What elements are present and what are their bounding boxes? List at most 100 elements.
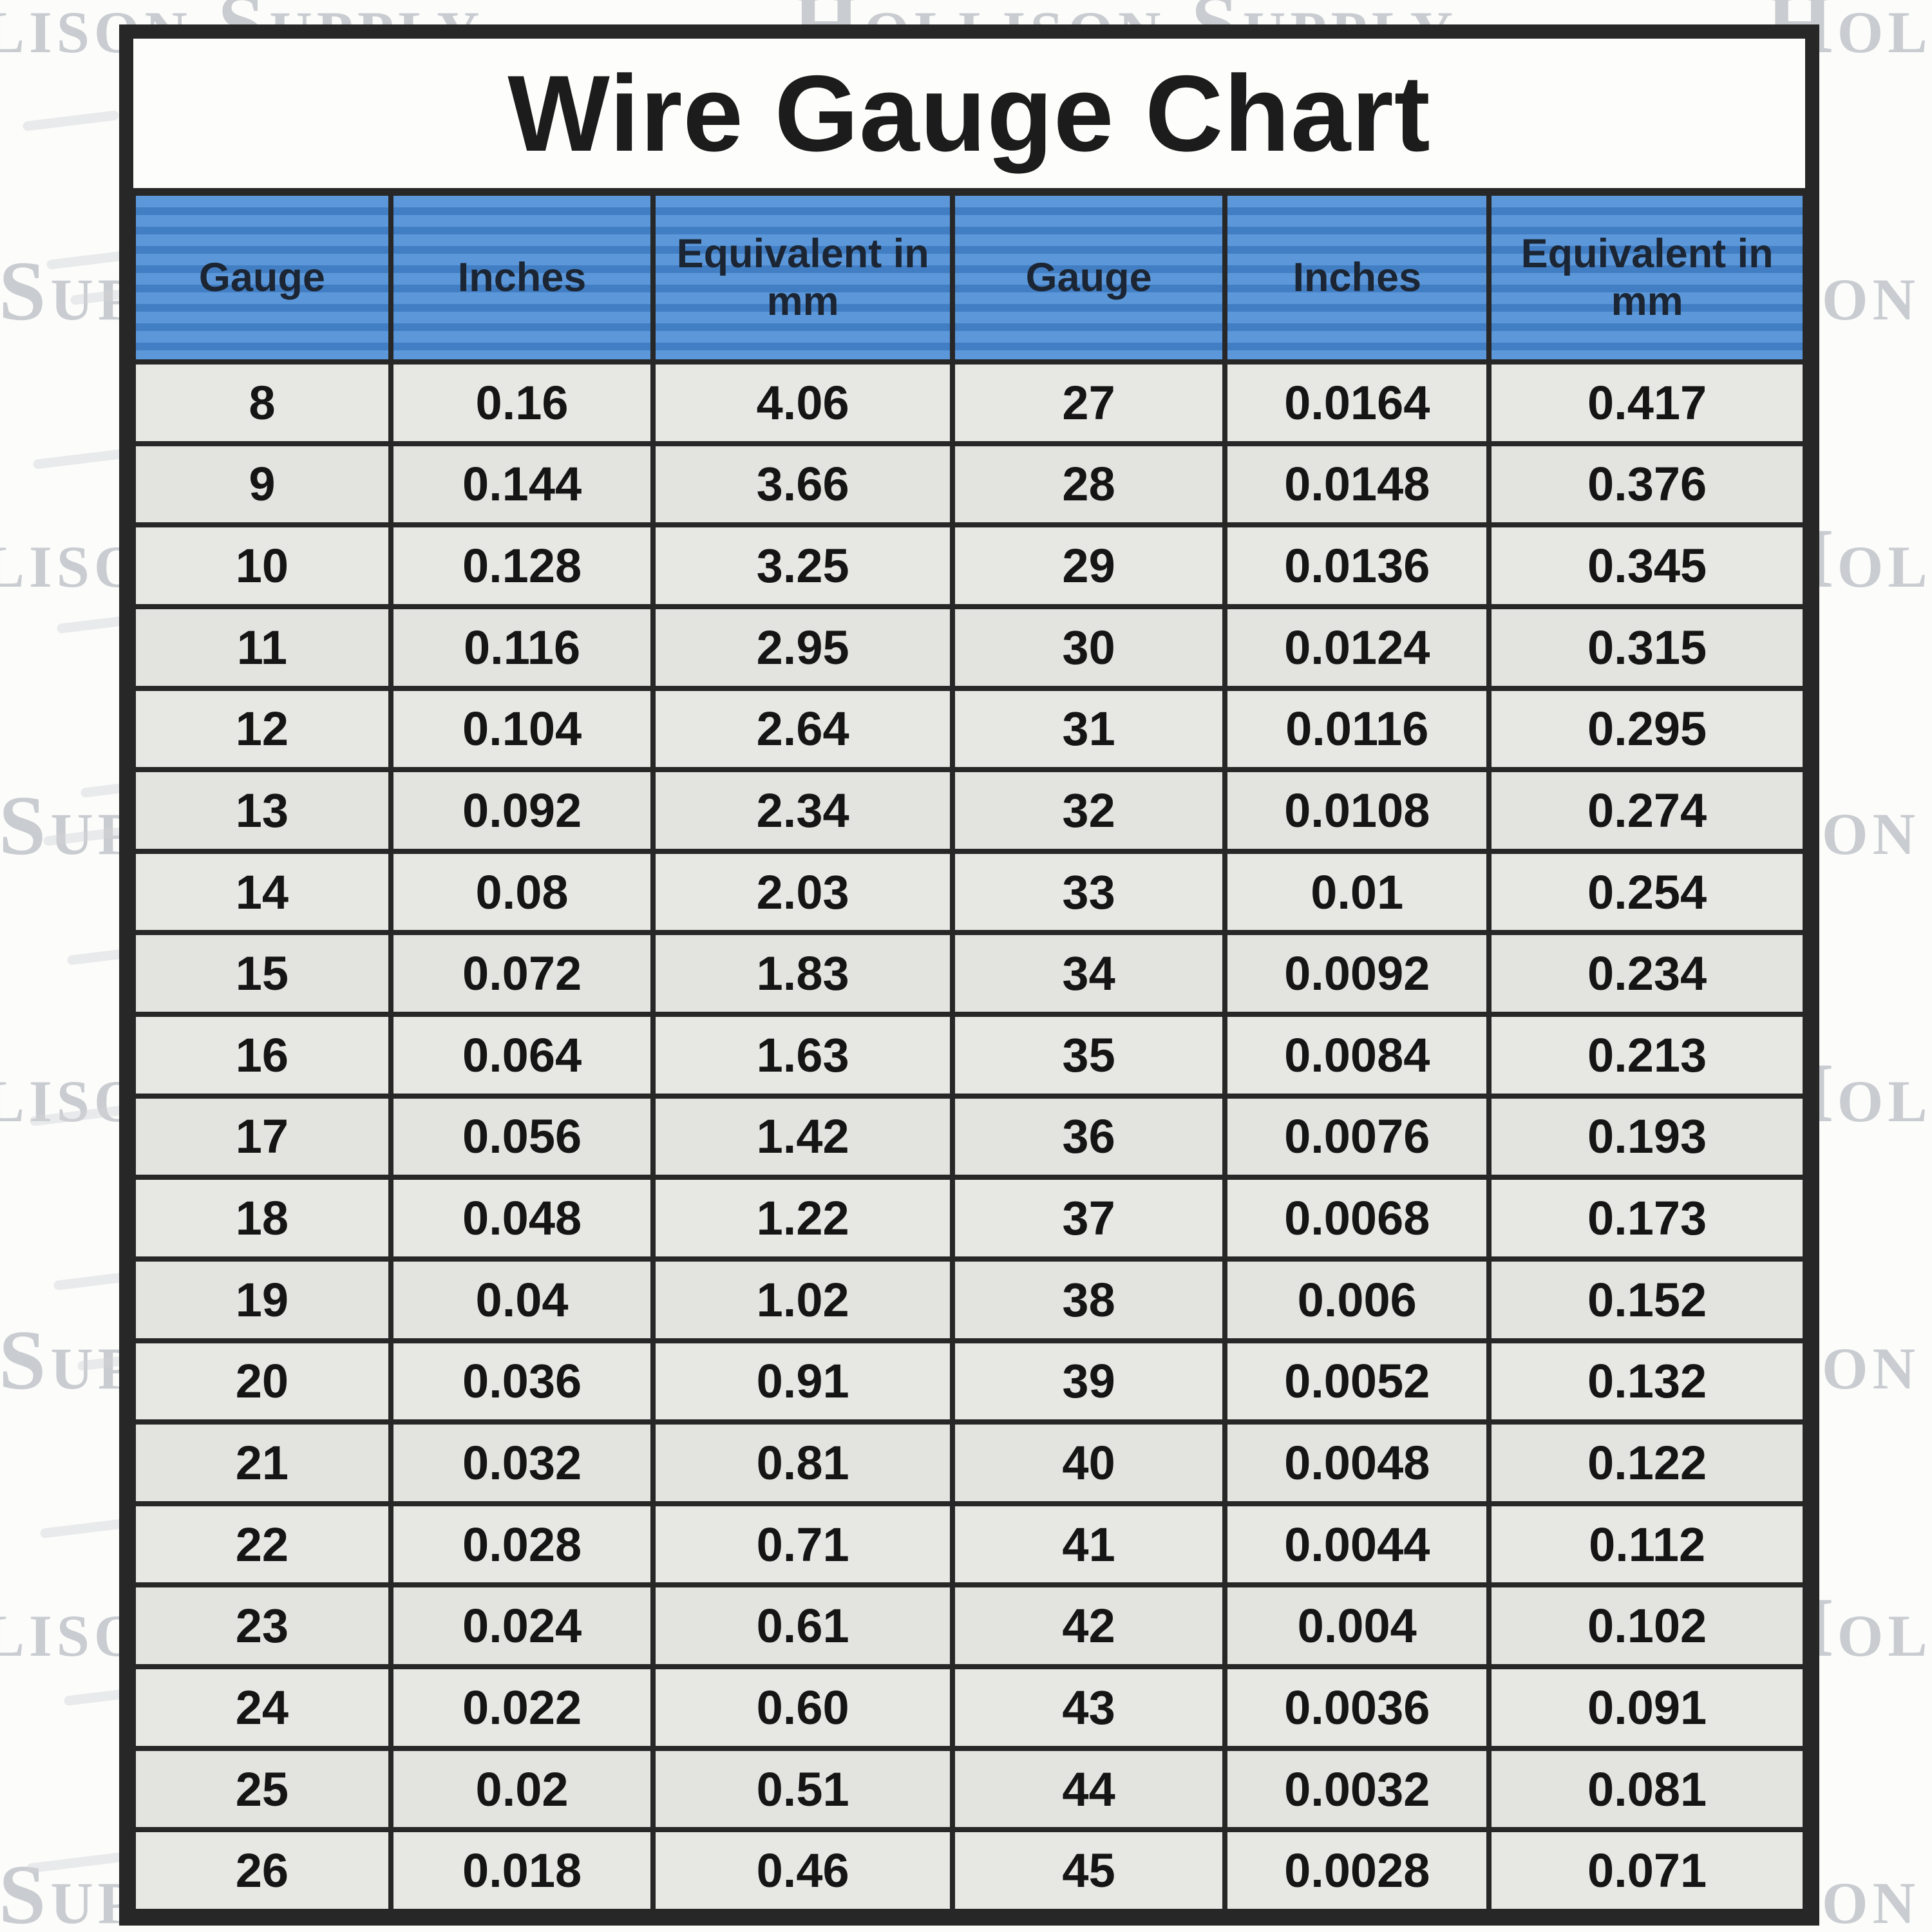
inches-cell: 0.0116 [1225,688,1490,770]
inches-cell: 0.048 [390,1177,654,1259]
wire-gauge-table: Gauge Inches Equivalent in mm Gauge Inch… [133,188,1805,1911]
column-header-mm-left: Equivalent in mm [653,193,953,362]
mm-cell: 0.81 [653,1422,953,1504]
inches-cell: 0.072 [390,933,654,1015]
inches-cell: 0.0048 [1225,1422,1490,1504]
print-smudge-artifact [29,1104,127,1127]
mm-cell: 0.071 [1489,1830,1805,1911]
inches-cell: 0.0068 [1225,1177,1490,1259]
mm-cell: 0.213 [1489,1014,1805,1096]
gauge-cell: 31 [952,688,1226,770]
gauge-cell: 22 [133,1503,391,1586]
mm-cell: 2.34 [653,770,953,851]
mm-cell: 2.64 [653,688,953,770]
mm-cell: 0.376 [1489,443,1805,526]
inches-cell: 0.0032 [1225,1748,1490,1830]
gauge-cell: 21 [133,1422,391,1504]
mm-cell: 1.83 [653,933,953,1015]
inches-cell: 0.02 [390,1748,654,1830]
mm-cell: 0.60 [653,1667,953,1748]
inches-cell: 0.056 [390,1095,654,1178]
mm-cell: 1.63 [653,1014,953,1096]
gauge-cell: 16 [133,1014,391,1096]
inches-cell: 0.0036 [1225,1667,1490,1748]
mm-cell: 2.03 [653,851,953,933]
gauge-cell: 15 [133,933,391,1015]
gauge-cell: 12 [133,688,391,770]
inches-cell: 0.0028 [1225,1830,1490,1911]
gauge-cell: 26 [133,1830,391,1911]
gauge-cell: 41 [952,1503,1226,1586]
wire-gauge-table-frame: Wire Gauge Chart Gauge Inches Equivalent… [119,24,1819,1926]
page-title: Wire Gauge Chart [133,39,1805,188]
mm-cell: 0.315 [1489,606,1805,688]
mm-cell: 0.234 [1489,933,1805,1015]
inches-cell: 0.104 [390,688,654,770]
inches-cell: 0.092 [390,770,654,851]
mm-cell: 0.112 [1489,1503,1805,1586]
gauge-cell: 13 [133,770,391,851]
mm-cell: 4.06 [653,362,953,444]
gauge-cell: 20 [133,1340,391,1423]
gauge-cell: 34 [952,933,1226,1015]
gauge-cell: 35 [952,1014,1226,1096]
mm-cell: 1.42 [653,1095,953,1178]
gauge-cell: 42 [952,1585,1226,1667]
inches-cell: 0.144 [390,443,654,526]
inches-cell: 0.024 [390,1585,654,1667]
inches-cell: 0.022 [390,1667,654,1748]
gauge-cell: 10 [133,525,391,607]
gauge-cell: 19 [133,1258,391,1341]
mm-cell: 0.274 [1489,770,1805,851]
mm-cell: 0.254 [1489,851,1805,933]
gauge-cell: 23 [133,1585,391,1667]
mm-cell: 0.122 [1489,1422,1805,1504]
inches-cell: 0.08 [390,851,654,933]
column-header-mm-right: Equivalent in mm [1489,193,1805,362]
inches-cell: 0.0044 [1225,1503,1490,1586]
mm-cell: 0.132 [1489,1340,1805,1423]
mm-cell: 0.102 [1489,1585,1805,1667]
mm-cell: 0.193 [1489,1095,1805,1178]
gauge-cell: 25 [133,1748,391,1830]
column-header-inches-right: Inches [1225,193,1490,362]
mm-cell: 0.91 [653,1340,953,1423]
mm-cell: 0.091 [1489,1667,1805,1748]
column-header-inches-left: Inches [390,193,654,362]
gauge-cell: 39 [952,1340,1226,1423]
gauge-cell: 18 [133,1177,391,1259]
mm-cell: 0.152 [1489,1258,1805,1341]
gauge-cell: 33 [952,851,1226,933]
gauge-cell: 29 [952,525,1226,607]
print-smudge-artifact [26,1852,124,1874]
gauge-cell: 30 [952,606,1226,688]
inches-cell: 0.0092 [1225,933,1490,1015]
mm-cell: 0.51 [653,1748,953,1830]
inches-cell: 0.006 [1225,1258,1490,1341]
inches-cell: 0.018 [390,1830,654,1911]
gauge-cell: 44 [952,1748,1226,1830]
gauge-cell: 8 [133,362,391,444]
column-header-gauge-left: Gauge [133,193,391,362]
inches-cell: 0.0164 [1225,362,1490,444]
inches-cell: 0.0124 [1225,606,1490,688]
inches-cell: 0.064 [390,1014,654,1096]
mm-cell: 3.25 [653,525,953,607]
mm-cell: 0.345 [1489,525,1805,607]
gauge-cell: 27 [952,362,1226,444]
print-smudge-artifact [32,448,130,470]
mm-cell: 1.02 [653,1258,953,1341]
mm-cell: 0.417 [1489,362,1805,444]
inches-cell: 0.036 [390,1340,654,1423]
mm-cell: 0.71 [653,1503,953,1586]
mm-cell: 0.61 [653,1585,953,1667]
inches-cell: 0.0136 [1225,525,1490,607]
gauge-cell: 43 [952,1667,1226,1748]
inches-cell: 0.0148 [1225,443,1490,526]
gauge-cell: 37 [952,1177,1226,1259]
gauge-cell: 32 [952,770,1226,851]
gauge-cell: 11 [133,606,391,688]
inches-cell: 0.0084 [1225,1014,1490,1096]
gauge-cell: 24 [133,1667,391,1748]
mm-cell: 0.295 [1489,688,1805,770]
